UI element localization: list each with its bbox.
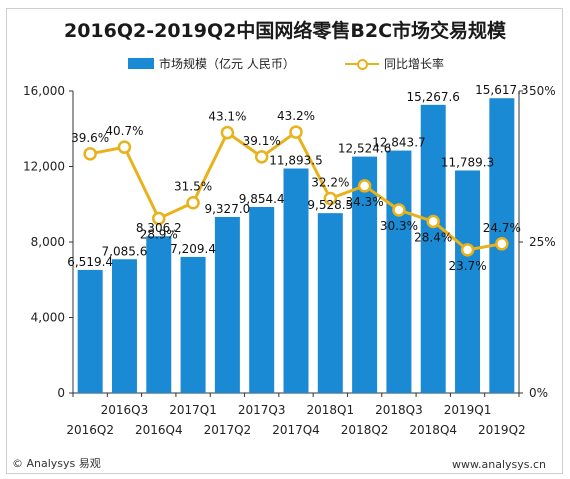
growth-label-2018Q1: 32.2% (311, 176, 349, 190)
bar-value-label-2019Q1: 11,789.3 (441, 155, 494, 169)
legend-line-label: 同比增长率 (384, 57, 445, 71)
growth-point-2016Q2 (83, 147, 97, 161)
footer-website: www.analysys.cn (452, 458, 546, 471)
growth-label-2018Q4: 28.4% (414, 230, 452, 244)
x-tick-label-2018Q3: 2018Q3 (375, 403, 423, 417)
bar-value-label-2019Q2: 15,617.3 (475, 83, 528, 97)
growth-point-2016Q3 (117, 140, 132, 154)
legend-bar-swatch (128, 58, 154, 69)
bar-2018Q2 (352, 156, 378, 393)
bar-2016Q2 (77, 269, 103, 393)
x-tick-label-2016Q3: 2016Q3 (101, 403, 149, 417)
legend-item-market-size: 市场规模（亿元 人民币） (128, 55, 295, 72)
bar-value-label-2017Q4: 11,893.5 (269, 154, 322, 168)
growth-label-2019Q1: 23.7% (448, 259, 486, 273)
bar-value-label-2018Q3: 12,843.7 (372, 136, 425, 150)
y-right-tick-label: 50% (529, 84, 556, 98)
bar-value-label-2018Q2: 12,524.6 (338, 142, 391, 156)
bar-2018Q3 (386, 150, 412, 393)
bar-2017Q1 (180, 256, 206, 393)
growth-label-2016Q2: 39.6% (71, 131, 109, 145)
x-tick-label-2018Q4: 2018Q4 (409, 423, 457, 437)
bar-2016Q3 (111, 259, 137, 393)
y-left-tick-label: 4,000 (31, 311, 65, 325)
growth-label-2018Q3: 30.3% (380, 219, 418, 233)
growth-label-2016Q4: 28.9% (140, 227, 178, 241)
bar-2019Q1 (455, 170, 481, 393)
growth-point-2018Q1 (323, 191, 338, 206)
bar-value-label-2018Q4: 15,267.6 (407, 90, 460, 104)
y-left-tick-label: 12,000 (23, 160, 65, 174)
bar-value-label-2017Q2: 9,327.0 (204, 202, 250, 216)
growth-point-2018Q2 (357, 179, 372, 193)
growth-label-2016Q3: 40.7% (105, 124, 143, 138)
x-tick-label-2019Q2: 2019Q2 (478, 423, 526, 437)
growth-label-2017Q1: 31.5% (174, 180, 212, 194)
y-right-tick-label: 0% (529, 386, 548, 400)
growth-point-2017Q2 (220, 125, 235, 140)
bar-2018Q1 (317, 213, 343, 393)
chart-frame (6, 8, 563, 474)
growth-label-2018Q2: 34.3% (346, 195, 384, 209)
bar-2018Q4 (420, 104, 446, 394)
growth-point-2019Q1 (460, 243, 475, 257)
chart-legend: 市场规模（亿元 人民币） 同比增长率 (0, 55, 570, 73)
growth-point-2016Q4 (152, 211, 166, 226)
y-right-tick-label: 25% (529, 235, 556, 249)
legend-item-growth-rate: 同比增长率 (345, 55, 444, 72)
bar-2016Q4 (146, 236, 172, 393)
y-left-tick-label: 16,000 (23, 84, 65, 98)
growth-label-2017Q2: 43.1% (208, 110, 246, 124)
growth-point-2018Q3 (392, 203, 406, 217)
legend-line-swatch (345, 58, 379, 70)
bar-value-label-2017Q3: 9,854.4 (239, 192, 285, 206)
growth-label-2017Q3: 39.1% (243, 134, 281, 148)
x-tick-label-2017Q1: 2017Q1 (169, 403, 217, 417)
growth-point-2019Q2 (495, 237, 509, 251)
growth-point-2017Q1 (186, 195, 200, 210)
x-tick-label-2017Q3: 2017Q3 (238, 403, 286, 417)
growth-label-2019Q2: 24.7% (483, 221, 521, 235)
x-tick-label-2016Q4: 2016Q4 (135, 423, 183, 437)
x-tick-label-2018Q2: 2018Q2 (341, 423, 389, 437)
footer-source: © Analysys 易观 (12, 457, 101, 470)
bar-2017Q3 (249, 206, 275, 393)
y-left-tick-label: 0 (57, 386, 65, 400)
growth-point-2017Q3 (254, 150, 269, 164)
growth-label-2017Q4: 43.2% (277, 109, 315, 123)
x-tick-label-2018Q1: 2018Q1 (306, 403, 354, 417)
bar-value-label-2016Q4: 8,306.2 (136, 221, 182, 235)
bar-2017Q2 (214, 216, 240, 393)
x-tick-label-2019Q1: 2019Q1 (444, 403, 492, 417)
x-tick-label-2016Q2: 2016Q2 (66, 423, 114, 437)
x-tick-label-2017Q4: 2017Q4 (272, 423, 320, 437)
chart-title: 2016Q2-2019Q2中国网络零售B2C市场交易规模 (63, 20, 507, 42)
legend-bar-label: 市场规模（亿元 人民币） (159, 57, 295, 71)
growth-point-2018Q4 (426, 214, 440, 229)
growth-point-2017Q4 (289, 125, 303, 139)
bar-value-label-2016Q2: 6,519.4 (67, 255, 113, 269)
x-tick-label-2017Q2: 2017Q2 (204, 423, 252, 437)
bar-value-label-2018Q1: 9,528.5 (307, 198, 353, 212)
bar-2017Q4 (283, 168, 309, 393)
bar-value-label-2016Q3: 7,085.6 (102, 244, 148, 258)
y-left-tick-label: 8,000 (31, 235, 65, 249)
bar-value-label-2017Q1: 7,209.4 (170, 242, 216, 256)
